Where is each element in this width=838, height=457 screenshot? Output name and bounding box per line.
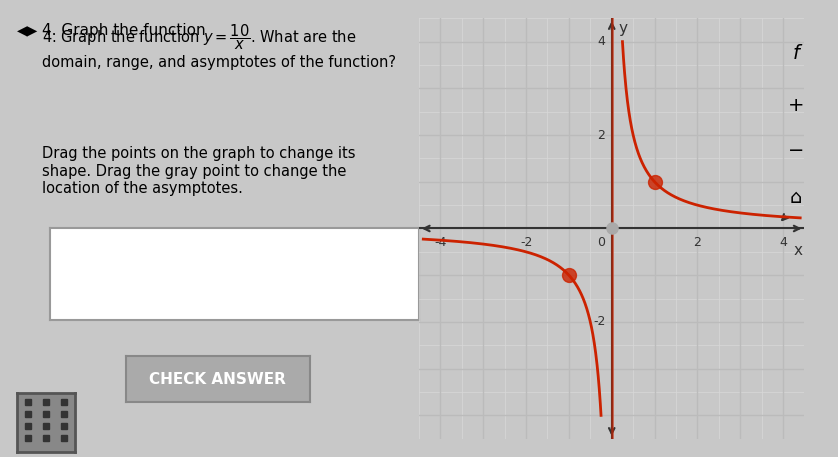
Text: Drag the points on the graph to change its
shape. Drag the gray point to change : Drag the points on the graph to change i… [42, 146, 355, 196]
Text: 0: 0 [597, 235, 605, 249]
Text: 4. Graph the function $y = \dfrac{10}{x}$. What are the
domain, range, and asymp: 4. Graph the function $y = \dfrac{10}{x}… [42, 23, 396, 70]
Text: −: − [788, 141, 804, 160]
Text: ⌂: ⌂ [790, 188, 802, 207]
Text: x: x [794, 243, 802, 257]
Text: -2: -2 [593, 315, 605, 329]
Text: 4: 4 [597, 35, 605, 48]
Text: 2: 2 [597, 128, 605, 142]
Text: 2: 2 [694, 235, 701, 249]
Text: -4: -4 [434, 235, 447, 249]
Text: +: + [788, 96, 804, 115]
Text: CHECK ANSWER: CHECK ANSWER [149, 372, 287, 387]
Text: 4. Graph the function: 4. Graph the function [42, 23, 210, 38]
Text: ◀▶: ◀▶ [17, 23, 38, 37]
Text: 4: 4 [779, 235, 787, 249]
Text: f: f [793, 44, 799, 63]
Text: -2: -2 [520, 235, 532, 249]
Text: y: y [618, 21, 627, 36]
